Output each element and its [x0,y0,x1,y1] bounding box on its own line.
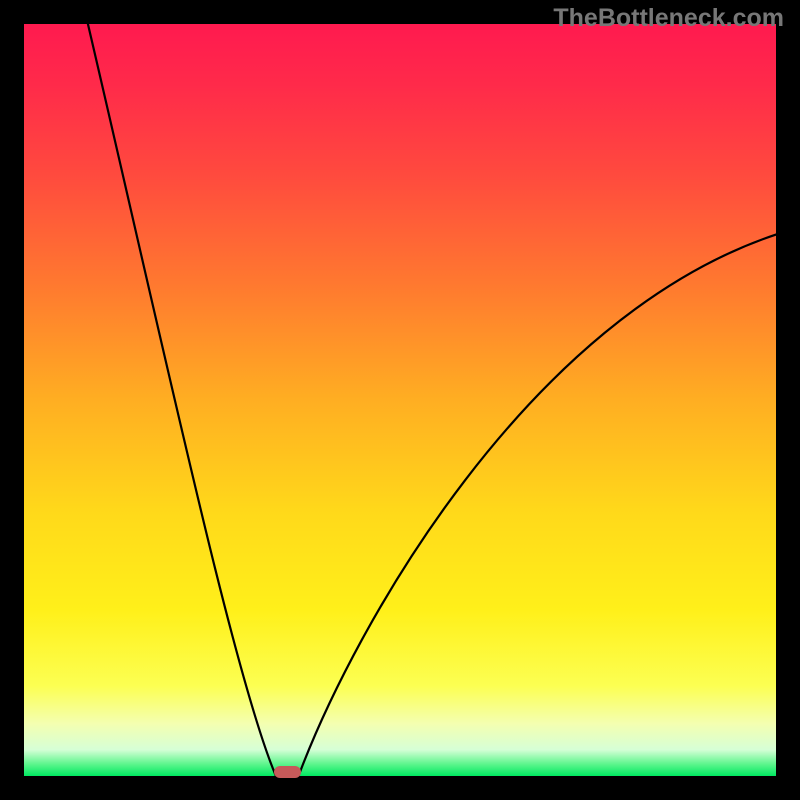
optimal-point-marker [274,766,301,778]
bottleneck-curve-plot [24,24,776,776]
chart-root: TheBottleneck.com [0,0,800,800]
watermark-label: TheBottleneck.com [553,4,784,33]
